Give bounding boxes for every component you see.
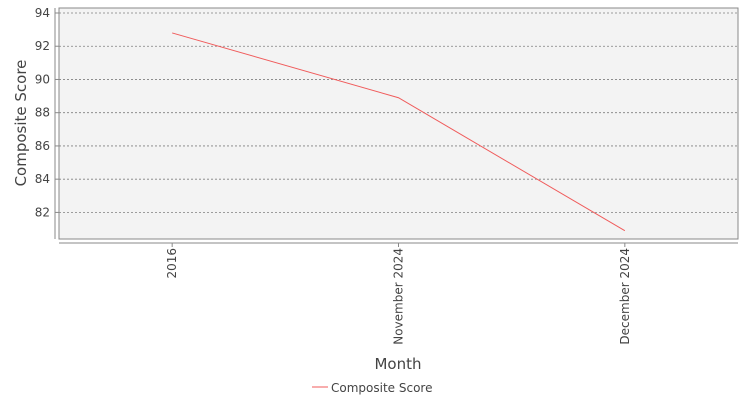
series-lines bbox=[172, 32, 626, 232]
y-axis-title: Composite Score bbox=[12, 60, 30, 187]
legend: Composite Score bbox=[312, 381, 432, 395]
y-tick-label: 94 bbox=[35, 6, 50, 20]
y-tick-label: 88 bbox=[35, 106, 50, 120]
series-line-composite-score bbox=[172, 32, 626, 232]
y-tick-label: 84 bbox=[35, 172, 50, 186]
y-tick-label: 86 bbox=[35, 139, 50, 153]
y-tick-label: 90 bbox=[35, 72, 50, 86]
legend-label-composite-score: Composite Score bbox=[331, 381, 432, 395]
x-tick-labels: 2016 November 2024 December 2024 bbox=[165, 243, 632, 345]
x-tick-label: November 2024 bbox=[392, 248, 406, 345]
y-tick-labels: 82 84 86 88 90 92 94 bbox=[35, 6, 59, 219]
x-tick-label: December 2024 bbox=[618, 248, 632, 345]
plot-frame bbox=[58, 7, 739, 240]
plot-area bbox=[59, 8, 738, 239]
x-axis-title: Month bbox=[374, 355, 421, 373]
grid-lines bbox=[59, 12, 738, 213]
x-tick-label: 2016 bbox=[165, 248, 179, 279]
y-tick-label: 82 bbox=[35, 205, 50, 219]
y-tick-label: 92 bbox=[35, 39, 50, 53]
